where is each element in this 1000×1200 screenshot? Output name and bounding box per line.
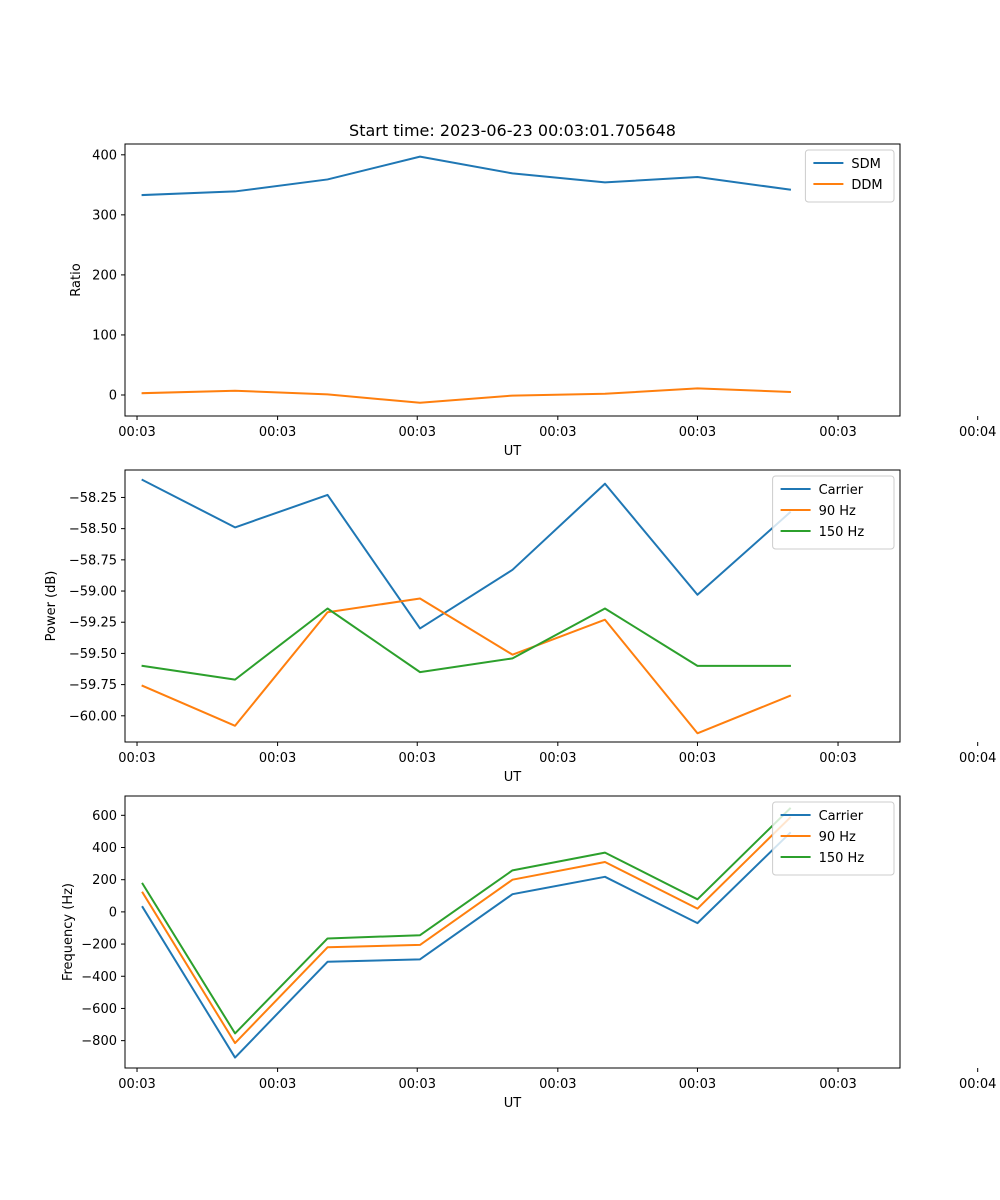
x-tick-label: 00:03 — [118, 751, 155, 766]
legend: Carrier 90 Hz 150 Hz — [772, 801, 895, 876]
x-axis: 00:03 00:03 00:03 00:03 00:03 00:03 00:04 UT — [118, 1068, 996, 1111]
series-line-1 — [141, 831, 792, 1059]
x-tick-label: 00:03 — [679, 1077, 716, 1092]
x-axis: 00:03 00:03 00:03 00:03 00:03 00:03 00:04 UT — [118, 416, 996, 459]
x-tick-label: 00:03 — [259, 1077, 296, 1092]
y-tick-label: 200 — [92, 873, 117, 888]
y-tick-label: 300 — [92, 208, 117, 223]
axes-frame — [124, 795, 901, 1069]
y-axis: −60.00 −59.75 −59.50 −59.25 −59.00 −58.75 −58.… — [44, 491, 125, 724]
series-group — [141, 155, 792, 404]
series-line-3 — [141, 807, 792, 1035]
y-tick-label: −800 — [81, 1034, 117, 1049]
legend-entry: 150 Hz — [819, 851, 865, 866]
y-axis: −800 −600 −400 −200 0 200 400 600 Frequency (Hz) — [61, 809, 125, 1049]
chart-panel-1: 00:03 00:03 00:03 00:03 00:03 00:03 00:04 UT 0 10… — [69, 143, 996, 459]
y-tick-label: −60.00 — [69, 709, 117, 724]
series-group — [141, 478, 792, 735]
y-tick-label: −600 — [81, 1002, 117, 1017]
x-tick-label: 00:03 — [539, 425, 576, 440]
y-axis-label: Ratio — [69, 263, 84, 296]
y-tick-label: 100 — [92, 328, 117, 343]
legend-entry: DDM — [851, 178, 882, 193]
legend: SDM DDM — [804, 149, 895, 203]
x-tick-label: 00:03 — [399, 1077, 436, 1092]
x-tick-label: 00:04 — [959, 425, 996, 440]
y-tick-label: −59.25 — [69, 616, 117, 631]
y-tick-label: −59.50 — [69, 647, 117, 662]
y-axis-label: Frequency (Hz) — [61, 883, 76, 981]
x-tick-label: 00:03 — [118, 1077, 155, 1092]
x-tick-label: 00:03 — [679, 751, 716, 766]
y-tick-label: 0 — [109, 388, 117, 403]
legend-entry: 90 Hz — [819, 504, 856, 519]
y-tick-label: −200 — [81, 938, 117, 953]
y-axis: 0 100 200 300 400 Ratio — [69, 148, 125, 403]
x-tick-label: 00:03 — [259, 751, 296, 766]
x-tick-label: 00:03 — [539, 751, 576, 766]
series-line-2 — [141, 597, 792, 735]
x-axis-label: UT — [504, 770, 522, 785]
y-tick-label: −400 — [81, 970, 117, 985]
legend: Carrier 90 Hz 150 Hz — [772, 475, 895, 550]
chart-panel-3: 00:03 00:03 00:03 00:03 00:03 00:03 00:04 UT −80… — [61, 795, 996, 1111]
y-tick-label: 600 — [92, 809, 117, 824]
y-tick-label: 400 — [92, 148, 117, 163]
y-tick-label: 0 — [109, 905, 117, 920]
x-tick-label: 00:03 — [819, 751, 856, 766]
x-axis-label: UT — [504, 444, 522, 459]
legend-entry: SDM — [851, 157, 880, 172]
chart-panel-2: 00:03 00:03 00:03 00:03 00:03 00:03 00:04 UT −60… — [44, 469, 996, 785]
series-line-3 — [141, 607, 791, 681]
x-tick-label: 00:03 — [819, 1077, 856, 1092]
legend-entry: Carrier — [819, 483, 864, 498]
legend-entry: Carrier — [819, 809, 864, 824]
series-line-2 — [141, 816, 792, 1045]
figure-title: Start time: 2023-06-23 00:03:01.705648 — [349, 121, 676, 140]
x-tick-label: 00:03 — [399, 425, 436, 440]
x-tick-label: 00:04 — [959, 751, 996, 766]
x-tick-label: 00:03 — [259, 425, 296, 440]
axes-frame — [124, 143, 901, 417]
axes-frame — [124, 469, 901, 743]
panels: 00:03 00:03 00:03 00:03 00:03 00:03 00:04 UT 0 10… — [44, 143, 996, 1111]
y-tick-label: 200 — [92, 268, 117, 283]
y-axis-label: Power (dB) — [44, 571, 59, 642]
x-axis: 00:03 00:03 00:03 00:03 00:03 00:03 00:04 UT — [118, 742, 996, 785]
legend-entry: 90 Hz — [819, 830, 856, 845]
x-tick-label: 00:03 — [399, 751, 436, 766]
y-tick-label: −58.50 — [69, 522, 117, 537]
y-tick-label: 400 — [92, 841, 117, 856]
y-tick-label: −58.25 — [69, 491, 117, 506]
series-line-1 — [141, 478, 792, 630]
x-axis-label: UT — [504, 1096, 522, 1111]
x-tick-label: 00:04 — [959, 1077, 996, 1092]
series-line-1 — [141, 155, 792, 197]
x-tick-label: 00:03 — [679, 425, 716, 440]
legend-entry: 150 Hz — [819, 525, 865, 540]
y-tick-label: −58.75 — [69, 553, 117, 568]
series-line-2 — [141, 387, 791, 404]
x-tick-label: 00:03 — [539, 1077, 576, 1092]
y-tick-label: −59.00 — [69, 585, 117, 600]
x-tick-label: 00:03 — [118, 425, 155, 440]
y-tick-label: −59.75 — [69, 678, 117, 693]
series-group — [141, 807, 792, 1059]
x-tick-label: 00:03 — [819, 425, 856, 440]
